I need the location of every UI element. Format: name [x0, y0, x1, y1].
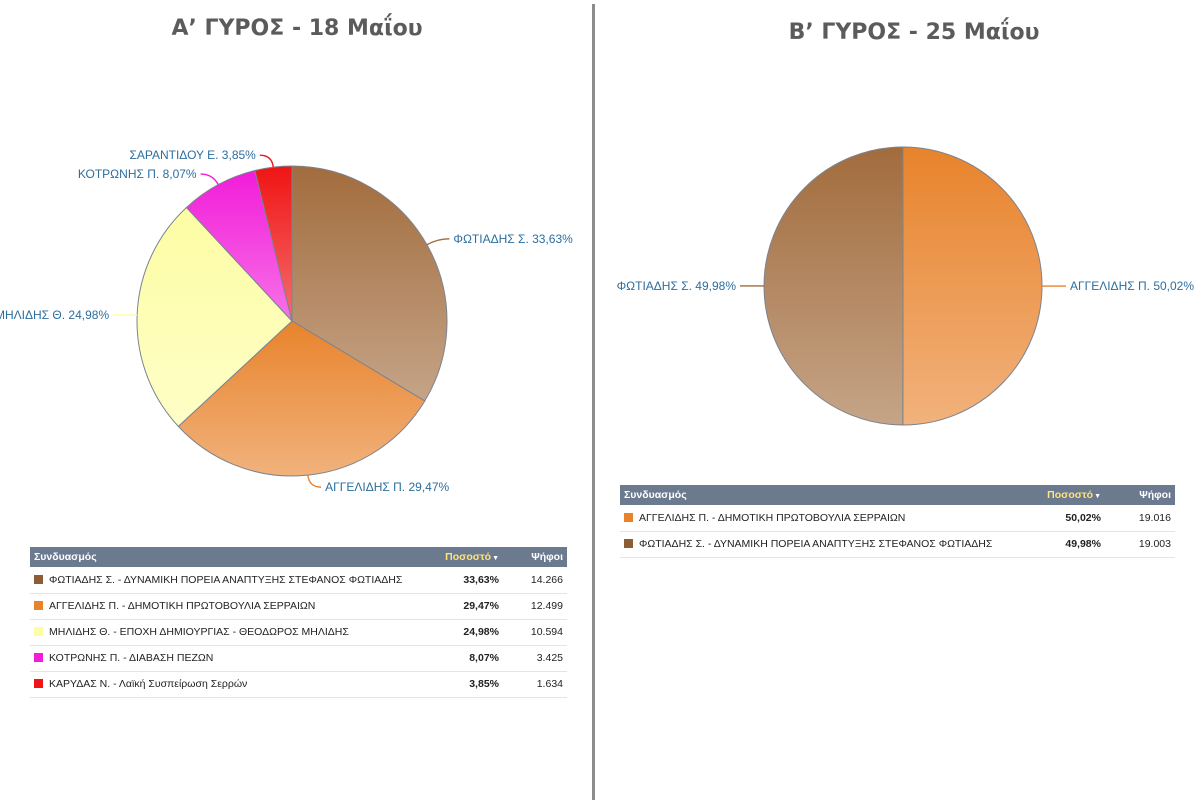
panel-divider: [592, 4, 595, 800]
party-cell: ΦΩΤΙΑΔΗΣ Σ. - ΔΥΝΑΜΙΚΗ ΠΟΡΕΙΑ ΑΝΑΠΤΥΞΗΣ …: [30, 567, 415, 593]
color-swatch-icon: [34, 627, 43, 636]
table-row[interactable]: ΑΓΓΕΛΙΔΗΣ Π. - ΔΗΜΟΤΙΚΗ ΠΡΩΤΟΒΟΥΛΙΑ ΣΕΡΡ…: [620, 505, 1175, 531]
color-swatch-icon: [34, 574, 43, 584]
party-cell: ΑΓΓΕΛΙΔΗΣ Π. - ΔΗΜΟΤΙΚΗ ΠΡΩΤΟΒΟΥΛΙΑ ΣΕΡΡ…: [30, 593, 415, 619]
color-swatch-icon: [34, 601, 43, 610]
pie-slice-σαραντιδου[interactable]: [254, 165, 293, 322]
percent-cell: 33,63%: [463, 573, 499, 586]
party-name: ΦΩΤΙΑΔΗΣ Σ. - ΔΥΝΑΜΙΚΗ ΠΟΡΕΙΑ ΑΝΑΠΤΥΞΗΣ …: [639, 538, 993, 550]
table-row[interactable]: ΜΗΛΙΔΗΣ Θ. - ΕΠΟΧΗ ΔΗΜΙΟΥΡΓΙΑΣ - ΘΕΟΔΩΡΟ…: [30, 619, 567, 645]
color-swatch-icon: [34, 653, 43, 662]
party-cell: ΑΓΓΕΛΙΔΗΣ Π. - ΔΗΜΟΤΙΚΗ ΠΡΩΤΟΒΟΥΛΙΑ ΣΕΡΡ…: [620, 505, 1017, 531]
party-name: ΦΩΤΙΑΔΗΣ Σ. - ΔΥΝΑΜΙΚΗ ΠΟΡΕΙΑ ΑΝΑΠΤΥΞΗΣ …: [49, 573, 403, 586]
second-round-title: Β’ ΓΥΡΟΣ - 25 Μαΐου: [788, 20, 1040, 45]
pie-label-connector: [259, 154, 274, 168]
header-votes[interactable]: Ψήφοι: [531, 551, 563, 563]
header-party[interactable]: Συνδυασμός: [34, 551, 97, 563]
header-percent[interactable]: Ποσοστό▼: [1017, 485, 1105, 505]
first-round-title: Α’ ΓΥΡΟΣ - 18 Μαΐου: [171, 16, 423, 41]
pie-slice-αγγελιδης[interactable]: [902, 146, 1043, 426]
header-percent-label: Ποσοστό: [445, 551, 492, 563]
second-round-pie-chart: ΑΓΓΕΛΙΔΗΣ Π. 50,02% ΦΩΤΙΑΔΗΣ Σ. 49,98%: [617, 146, 1194, 426]
first-round-panel: Α’ ΓΥΡΟΣ - 18 Μαΐου ΦΩΤΙΑΔΗΣ Σ. 33,63% ΑΓ…: [0, 0, 593, 800]
table-row[interactable]: ΦΩΤΙΑΔΗΣ Σ. - ΔΥΝΑΜΙΚΗ ΠΟΡΕΙΑ ΑΝΑΠΤΥΞΗΣ …: [620, 531, 1175, 557]
votes-cell: 14.266: [530, 573, 563, 586]
first-round-results-table: Συνδυασμός Ποσοστό▼ Ψήφοι ΦΩΤΙΑΔΗΣ Σ. - …: [30, 547, 567, 698]
header-votes[interactable]: Ψήφοι: [1139, 489, 1171, 501]
party-cell: ΦΩΤΙΑΔΗΣ Σ. - ΔΥΝΑΜΙΚΗ ΠΟΡΕΙΑ ΑΝΑΠΤΥΞΗΣ …: [620, 531, 1017, 557]
percent-cell: 29,47%: [463, 600, 499, 612]
percent-cell: 3,85%: [469, 678, 499, 690]
pie-label-κοτρωνης: ΚΟΤΡΩΝΗΣ Π. 8,07%: [78, 167, 197, 181]
table-row[interactable]: ΦΩΤΙΑΔΗΣ Σ. - ΔΥΝΑΜΙΚΗ ΠΟΡΕΙΑ ΑΝΑΠΤΥΞΗΣ …: [30, 567, 567, 593]
table-row[interactable]: ΚΑΡΥΔΑΣ Ν. - Λαϊκή Συσπείρωση Σερρών 3,85…: [30, 671, 567, 697]
party-name: ΚΑΡΥΔΑΣ Ν. - Λαϊκή Συσπείρωση Σερρών: [49, 678, 248, 690]
second-round-table-body: ΑΓΓΕΛΙΔΗΣ Π. - ΔΗΜΟΤΙΚΗ ΠΡΩΤΟΒΟΥΛΙΑ ΣΕΡΡ…: [620, 505, 1175, 557]
sort-down-icon: ▼: [1094, 493, 1101, 500]
header-percent-label: Ποσοστό: [1047, 489, 1094, 501]
votes-cell: 10.594: [530, 626, 563, 638]
table-header-row: Συνδυασμός Ποσοστό▼ Ψήφοι: [30, 547, 567, 567]
header-percent[interactable]: Ποσοστό▼: [415, 547, 503, 567]
votes-cell: 19.003: [1138, 538, 1171, 550]
votes-cell: 3.425: [536, 652, 563, 664]
party-name: ΑΓΓΕΛΙΔΗΣ Π. - ΔΗΜΟΤΙΚΗ ΠΡΩΤΟΒΟΥΛΙΑ ΣΕΡΡ…: [639, 511, 906, 524]
votes-cell: 12.499: [530, 600, 563, 612]
second-round-results-table: Συνδυασμός Ποσοστό▼ Ψήφοι ΑΓΓΕΛΙΔΗΣ Π. -…: [620, 485, 1175, 558]
pie-label-connector: [426, 238, 450, 246]
pie-label-φωτιαδης: ΦΩΤΙΑΔΗΣ Σ. 33,63%: [453, 232, 573, 246]
pie-label-φωτιαδης: ΦΩΤΙΑΔΗΣ Σ. 49,98%: [617, 279, 737, 293]
header-party[interactable]: Συνδυασμός: [624, 489, 687, 501]
party-name: ΑΓΓΕΛΙΔΗΣ Π. - ΔΗΜΟΤΙΚΗ ΠΡΩΤΟΒΟΥΛΙΑ ΣΕΡΡ…: [49, 600, 316, 612]
party-name: ΜΗΛΙΔΗΣ Θ. - ΕΠΟΧΗ ΔΗΜΙΟΥΡΓΙΑΣ - ΘΕΟΔΩΡΟ…: [49, 626, 349, 638]
votes-cell: 19.016: [1138, 511, 1171, 524]
percent-cell: 50,02%: [1065, 511, 1101, 524]
pie-label-σαραντιδου: ΣΑΡΑΝΤΙΔΟΥ Ε. 3,85%: [129, 148, 256, 162]
votes-cell: 1.634: [536, 678, 563, 690]
table-row[interactable]: ΚΟΤΡΩΝΗΣ Π. - ΔΙΑΒΑΣΗ ΠΕΖΩΝ 8,07% 3.425: [30, 645, 567, 671]
percent-cell: 24,98%: [463, 626, 499, 638]
party-cell: ΚΟΤΡΩΝΗΣ Π. - ΔΙΑΒΑΣΗ ΠΕΖΩΝ: [30, 645, 415, 671]
color-swatch-icon: [624, 539, 633, 548]
table-row[interactable]: ΑΓΓΕΛΙΔΗΣ Π. - ΔΗΜΟΤΙΚΗ ΠΡΩΤΟΒΟΥΛΙΑ ΣΕΡΡ…: [30, 593, 567, 619]
pie-label-connector: [307, 475, 322, 488]
percent-cell: 8,07%: [469, 652, 499, 664]
party-name: ΚΟΤΡΩΝΗΣ Π. - ΔΙΑΒΑΣΗ ΠΕΖΩΝ: [49, 652, 214, 664]
first-round-pie-chart: ΦΩΤΙΑΔΗΣ Σ. 33,63% ΑΓΓΕΛΙΔΗΣ Π. 29,47% ΜΗΛ…: [0, 148, 573, 494]
color-swatch-icon: [624, 512, 633, 522]
first-round-table-body: ΦΩΤΙΑΔΗΣ Σ. - ΔΥΝΑΜΙΚΗ ΠΟΡΕΙΑ ΑΝΑΠΤΥΞΗΣ …: [30, 567, 567, 697]
pie-slice-φωτιαδης[interactable]: [763, 146, 904, 426]
pie-label-connector: [200, 173, 219, 185]
party-cell: ΚΑΡΥΔΑΣ Ν. - Λαϊκή Συσπείρωση Σερρών: [30, 671, 415, 697]
color-swatch-icon: [34, 679, 43, 688]
pie-label-μηλιδης: ΜΗΛΙΔΗΣ Θ. 24,98%: [0, 308, 109, 322]
sort-down-icon: ▼: [492, 555, 499, 562]
table-header-row: Συνδυασμός Ποσοστό▼ Ψήφοι: [620, 485, 1175, 505]
pie-label-αγγελιδης: ΑΓΓΕΛΙΔΗΣ Π. 29,47%: [325, 480, 449, 494]
percent-cell: 49,98%: [1065, 538, 1101, 550]
party-cell: ΜΗΛΙΔΗΣ Θ. - ΕΠΟΧΗ ΔΗΜΙΟΥΡΓΙΑΣ - ΘΕΟΔΩΡΟ…: [30, 619, 415, 645]
second-round-panel: Β’ ΓΥΡΟΣ - 25 Μαΐου ΑΓΓΕΛΙΔΗΣ Π. 50,02% Φ…: [598, 0, 1200, 800]
pie-label-αγγελιδης: ΑΓΓΕΛΙΔΗΣ Π. 50,02%: [1070, 279, 1194, 293]
